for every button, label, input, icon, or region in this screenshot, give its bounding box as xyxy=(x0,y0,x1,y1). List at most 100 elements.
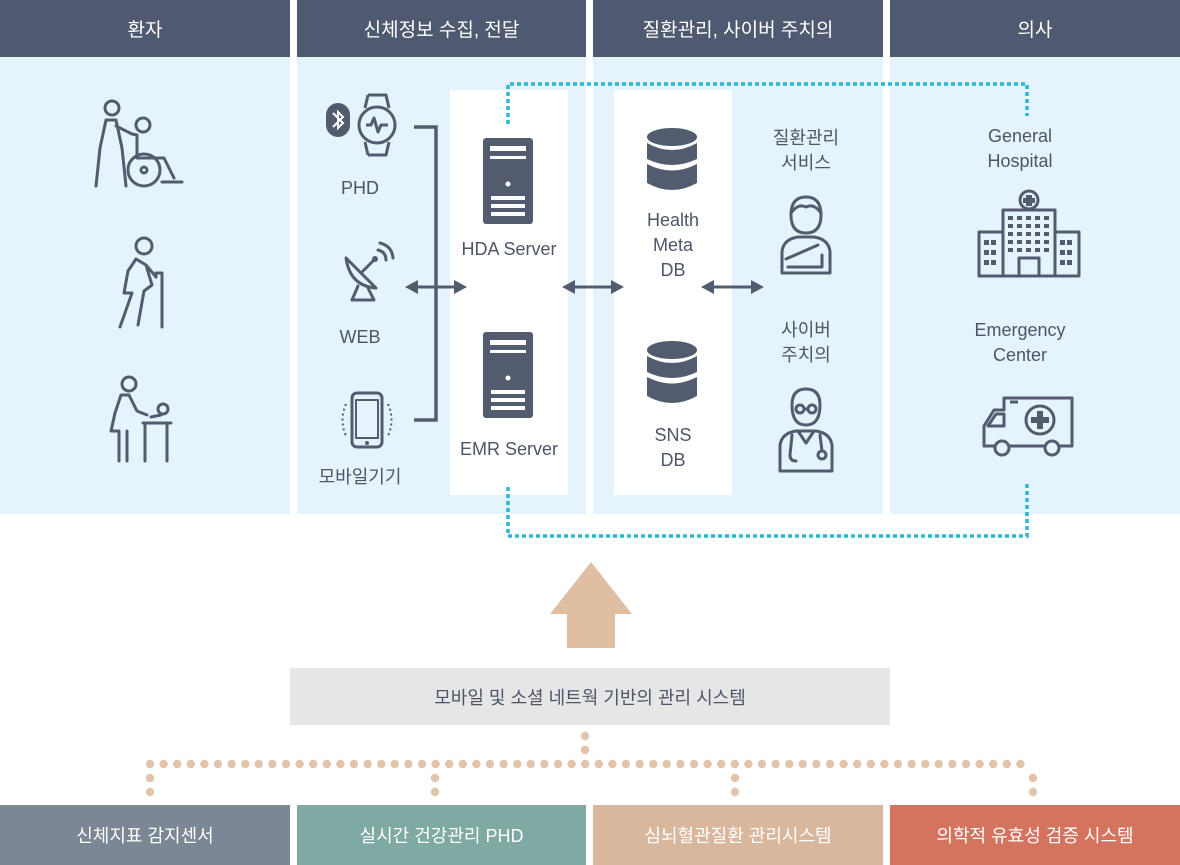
arrow-db-service xyxy=(701,280,764,294)
hospital-window xyxy=(1035,224,1040,228)
caregiver-child-icon xyxy=(109,375,173,463)
tree-dot xyxy=(921,759,930,769)
tree-dot xyxy=(581,759,590,769)
doctor-stethoscope-icon xyxy=(778,387,834,473)
hospital-window xyxy=(1044,248,1049,252)
tree-dot xyxy=(785,759,794,769)
tree-dot xyxy=(404,759,413,769)
hospital-window xyxy=(991,250,996,255)
header-management: 질환관리, 사이버 주치의 xyxy=(593,0,883,57)
header-collect: 신체정보 수집, 전달 xyxy=(297,0,586,57)
top-dotted-connector xyxy=(506,82,1029,124)
tree-dot xyxy=(961,759,971,769)
emr-server-icon xyxy=(483,332,533,418)
bluetooth-smartwatch-icon xyxy=(326,93,397,157)
tree-dot xyxy=(689,759,699,769)
hospital-window xyxy=(1026,216,1031,220)
bottom-sensor-box: 신체지표 감지센서 xyxy=(0,805,290,865)
tree-dot xyxy=(757,759,767,769)
tree-dot xyxy=(186,759,195,769)
tree-dot xyxy=(377,759,386,769)
tree-dot xyxy=(540,759,549,769)
hospital-window xyxy=(1008,216,1013,220)
elderly-cane-icon xyxy=(118,236,164,329)
tree-dot xyxy=(662,759,671,769)
hospital-window xyxy=(1044,232,1049,236)
disease-service-label: 질환관리 서비스 xyxy=(772,128,840,173)
tree-dot xyxy=(893,759,903,769)
hospital-window xyxy=(984,250,989,255)
hospital-window xyxy=(1044,216,1049,220)
hospital-window xyxy=(1017,232,1022,236)
tree-dot xyxy=(1002,759,1011,769)
tree-dot xyxy=(649,759,658,769)
dotted-tree xyxy=(145,731,1038,797)
tree-dot xyxy=(363,759,372,769)
tree-dot xyxy=(513,759,522,769)
hospital-window xyxy=(1008,248,1013,252)
bottom-dotted-connector xyxy=(506,482,1029,538)
emergency-center-label: Emergency Center xyxy=(974,320,1066,365)
tree-dot xyxy=(295,759,304,769)
hospital-window xyxy=(1026,248,1031,252)
hospital-window xyxy=(1026,224,1031,228)
hospital-window xyxy=(1026,240,1031,244)
header-doctor: 의사 xyxy=(890,0,1180,57)
tree-dot xyxy=(472,759,481,769)
tree-dot xyxy=(173,759,182,769)
tree-dot xyxy=(553,759,563,769)
up-arrow-icon xyxy=(550,562,632,648)
hospital-window xyxy=(1067,260,1072,265)
hospital-window xyxy=(1060,240,1065,245)
wheelchair-caregiver-icon xyxy=(94,99,184,188)
hospital-window xyxy=(1026,232,1031,236)
tree-dot xyxy=(336,759,345,769)
tree-dot xyxy=(717,759,726,769)
tree-dot xyxy=(798,759,807,769)
tree-dot xyxy=(281,759,291,769)
health-meta-database-icon xyxy=(647,128,697,190)
tree-dot xyxy=(485,759,495,769)
tree-dot xyxy=(635,759,644,769)
hospital-window xyxy=(1067,250,1072,255)
hospital-window xyxy=(1044,224,1049,228)
tree-dot xyxy=(812,759,821,769)
tree-dot xyxy=(839,759,848,769)
header-patient: 환자 xyxy=(0,0,290,57)
tree-dot xyxy=(200,759,209,769)
tree-dot xyxy=(241,759,250,769)
sns-database-icon xyxy=(647,341,697,403)
tree-dot xyxy=(322,759,331,769)
tree-dot xyxy=(526,759,535,769)
tree-dot xyxy=(880,759,889,769)
hospital-window xyxy=(1008,224,1013,228)
hospital-window xyxy=(1067,240,1072,245)
tree-dot xyxy=(390,759,399,769)
hospital-window xyxy=(1008,240,1013,244)
tree-dot xyxy=(417,759,427,769)
tree-dot xyxy=(431,759,440,769)
hospital-window xyxy=(1035,240,1040,244)
arrow-server-db xyxy=(562,280,624,294)
hospital-window xyxy=(1017,240,1022,244)
tree-dot xyxy=(445,759,454,769)
tree-dot xyxy=(703,759,712,769)
tree-dot xyxy=(853,759,862,769)
hospital-window xyxy=(1017,216,1022,220)
tree-dot xyxy=(159,759,168,769)
hospital-window xyxy=(984,240,989,245)
web-label: WEB xyxy=(339,327,381,347)
tree-dot xyxy=(621,759,631,769)
bottom-phd-box: 실시간 건강관리 PHD xyxy=(297,805,586,865)
tree-dot xyxy=(975,759,984,769)
tree-dot xyxy=(567,759,576,769)
tree-dot xyxy=(213,759,223,769)
hospital-window xyxy=(1017,224,1022,228)
hda-server-label: HDA Server xyxy=(461,239,557,259)
tree-dot xyxy=(1016,759,1025,769)
hospital-window xyxy=(1060,260,1065,265)
hospital-window xyxy=(991,240,996,245)
tree-dot xyxy=(744,759,753,769)
tree-dot xyxy=(934,759,943,769)
